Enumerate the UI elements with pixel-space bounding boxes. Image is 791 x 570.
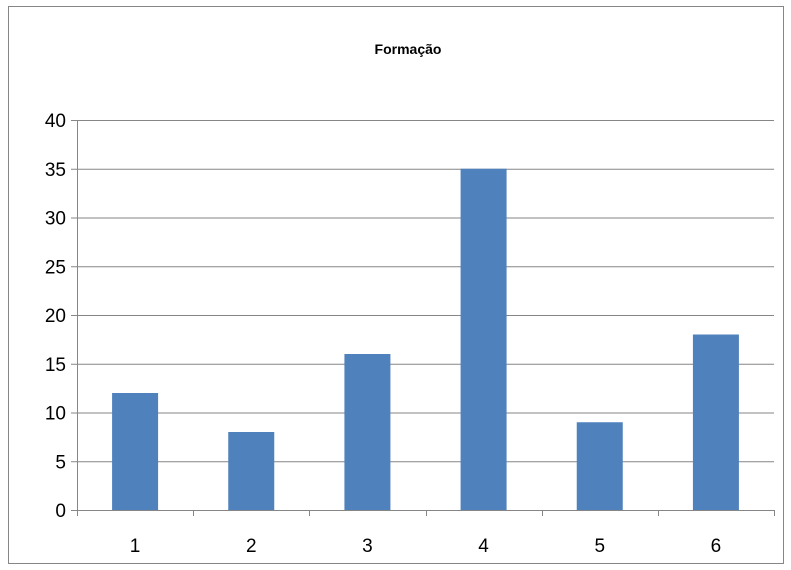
y-tick-labels: 0 5 10 15 20 25 30 35 40 [45,111,66,522]
bar-5 [576,422,623,510]
x-tick-label: 3 [362,536,373,557]
y-tick-label: 20 [45,306,66,327]
y-tick-label: 15 [45,355,66,376]
x-tick-label: 1 [130,536,141,557]
bar-6 [692,334,739,510]
x-tick-labels: 1 2 3 4 5 6 [130,536,721,557]
bars [112,168,739,510]
gridlines [77,120,774,463]
x-tick-label: 6 [711,536,722,557]
y-tick-label: 25 [45,257,66,278]
x-tick-label: 4 [478,536,489,557]
x-tick-label: 5 [594,536,605,557]
y-tick-label: 5 [55,452,66,473]
y-tick-label: 0 [55,501,66,522]
chart-title: Formação [375,41,442,57]
bar-3 [344,354,391,510]
bar-4 [460,168,507,510]
y-tick-label: 40 [45,111,66,132]
axes [71,120,775,516]
y-tick-label: 30 [45,209,66,230]
bar-2 [228,432,275,510]
y-tick-label: 35 [45,160,66,181]
y-tick-label: 10 [45,404,66,425]
bar-1 [112,393,159,510]
x-tick-label: 2 [246,536,257,557]
